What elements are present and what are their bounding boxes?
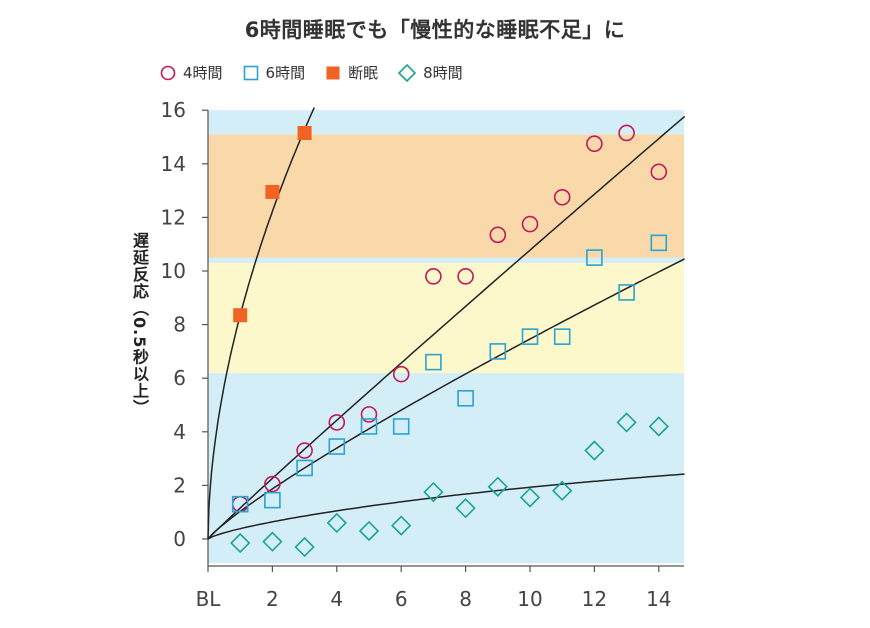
data-point-8h bbox=[262, 531, 283, 552]
legend: 4時間 6時間 断眠 8時間 bbox=[160, 62, 463, 83]
data-point-deprivation bbox=[233, 308, 248, 323]
data-point-4h bbox=[425, 268, 442, 285]
trend-curve bbox=[207, 107, 315, 540]
data-point-6h bbox=[328, 438, 346, 455]
data-point-8h bbox=[294, 536, 315, 558]
data-point-deprivation bbox=[297, 125, 312, 140]
data-point-8h bbox=[230, 532, 251, 554]
data-point-4h bbox=[392, 365, 410, 383]
data-point-4h bbox=[618, 124, 635, 142]
y-tick-label: 10 bbox=[161, 259, 186, 283]
y-tick-label: 14 bbox=[161, 152, 186, 176]
x-tick-label: 10 bbox=[517, 587, 542, 611]
data-point-6h bbox=[553, 328, 571, 345]
y-tick-label: 6 bbox=[173, 366, 186, 390]
x-tick-label: BL bbox=[196, 587, 222, 611]
y-tick-label: 8 bbox=[173, 313, 186, 337]
data-point-8h bbox=[552, 480, 573, 501]
x-tick-label: 2 bbox=[266, 587, 279, 611]
background-band bbox=[208, 257, 684, 263]
data-point-6h bbox=[360, 418, 378, 435]
data-point-6h bbox=[489, 343, 507, 360]
legend-label-4h: 4時間 bbox=[183, 64, 223, 82]
background-band bbox=[208, 134, 684, 258]
legend-item-8h: 8時間 bbox=[398, 62, 463, 83]
y-tick-label: 2 bbox=[173, 473, 186, 497]
y-tick-label: 16 bbox=[161, 98, 186, 122]
trend-curve bbox=[207, 258, 685, 540]
data-point-4h bbox=[360, 406, 378, 423]
data-point-8h bbox=[519, 487, 541, 508]
data-point-8h bbox=[326, 512, 347, 534]
data-point-8h bbox=[423, 481, 444, 503]
background-band bbox=[208, 110, 684, 135]
data-point-8h bbox=[358, 520, 380, 542]
data-point-6h bbox=[231, 495, 249, 513]
data-point-4h bbox=[650, 163, 668, 181]
data-point-6h bbox=[296, 459, 313, 477]
legend-item-4h: 4時間 bbox=[160, 62, 223, 83]
data-point-6h bbox=[618, 284, 635, 301]
x-tick-label: 4 bbox=[330, 587, 343, 611]
legend-item-6h: 6時間 bbox=[243, 62, 306, 83]
data-point-8h bbox=[616, 412, 637, 433]
square-marker-icon bbox=[243, 65, 258, 80]
data-point-6h bbox=[264, 491, 281, 509]
data-point-4h bbox=[457, 268, 474, 285]
legend-label-6h: 6時間 bbox=[265, 64, 306, 82]
data-point-4h bbox=[264, 475, 281, 493]
data-point-8h bbox=[584, 440, 605, 461]
data-point-4h bbox=[553, 189, 571, 206]
x-tick-label: 8 bbox=[459, 587, 472, 611]
legend-label-deprivation: 断眠 bbox=[348, 64, 379, 82]
y-axis-label: 遅延反応（0.5秒以上） bbox=[130, 232, 149, 417]
data-point-6h bbox=[425, 353, 442, 371]
trend-curve bbox=[207, 473, 685, 540]
data-point-8h bbox=[648, 416, 669, 437]
legend-item-deprivation: 断眠 bbox=[325, 62, 378, 83]
data-point-4h bbox=[328, 414, 346, 431]
x-tick-label: 14 bbox=[646, 587, 671, 611]
data-point-6h bbox=[457, 389, 474, 407]
chart-title: 6時間睡眠でも「慢性的な睡眠不足」に bbox=[244, 18, 626, 42]
data-point-4h bbox=[586, 135, 603, 152]
y-tick-label: 12 bbox=[161, 205, 186, 229]
data-point-6h bbox=[650, 234, 668, 252]
circle-marker-icon bbox=[160, 65, 176, 80]
diamond-marker-icon bbox=[398, 63, 417, 82]
y-tick-label: 0 bbox=[173, 527, 186, 551]
x-tick-label: 6 bbox=[395, 587, 408, 611]
y-tick-label: 4 bbox=[173, 420, 186, 444]
data-point-4h bbox=[296, 442, 313, 459]
trend-curve bbox=[207, 115, 686, 540]
filled-square-marker-icon bbox=[326, 66, 340, 79]
x-tick-label: 12 bbox=[582, 587, 607, 611]
data-point-4h bbox=[521, 215, 539, 233]
data-point-6h bbox=[392, 418, 410, 435]
background-band bbox=[208, 372, 684, 564]
data-point-8h bbox=[487, 476, 508, 497]
background-band bbox=[208, 262, 684, 373]
legend-label-8h: 8時間 bbox=[423, 64, 463, 82]
data-point-deprivation bbox=[265, 184, 280, 199]
data-point-4h bbox=[489, 226, 507, 244]
data-point-6h bbox=[521, 328, 539, 345]
data-point-8h bbox=[391, 515, 412, 536]
data-point-8h bbox=[455, 498, 476, 519]
data-point-6h bbox=[586, 249, 603, 266]
